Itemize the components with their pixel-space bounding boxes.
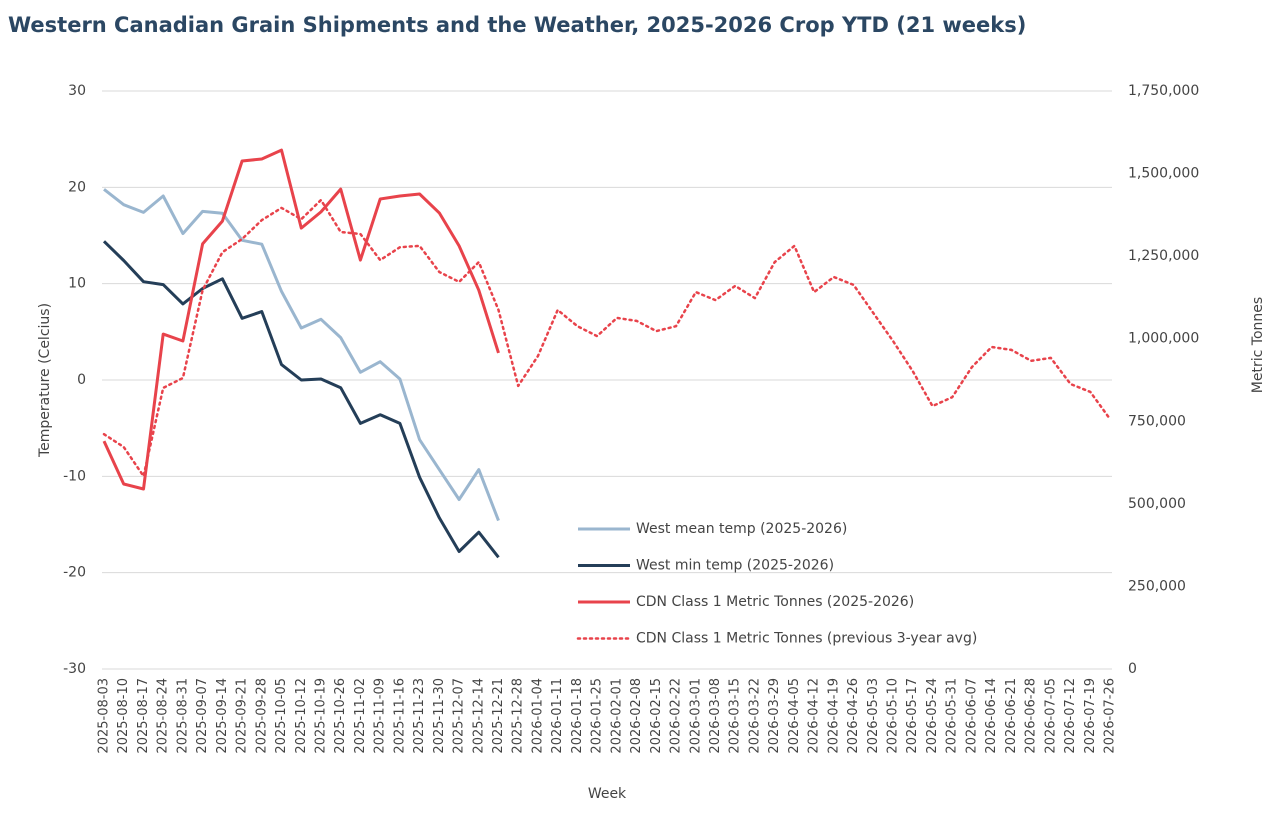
x-tick-label: 2026-07-12 <box>1063 678 1078 754</box>
x-tick-label: 2026-07-26 <box>1103 678 1118 754</box>
series-line <box>102 148 500 491</box>
x-tick-label: 2025-09-28 <box>254 678 269 754</box>
x-tick-label: 2026-05-31 <box>945 678 960 754</box>
x-tick-label: 2025-10-05 <box>274 678 289 754</box>
x-tick-label: 2026-06-07 <box>964 678 979 754</box>
x-tick-label: 2025-12-28 <box>511 678 526 754</box>
y2-tick-label: 1,250,000 <box>1128 248 1199 264</box>
x-tick-label: 2025-09-07 <box>195 678 210 754</box>
x-tick-label: 2025-12-21 <box>491 678 506 754</box>
y2-tick-label: 500,000 <box>1128 496 1186 512</box>
series-line <box>102 240 500 559</box>
legend-label: CDN Class 1 Metric Tonnes (previous 3-ye… <box>636 631 977 647</box>
x-tick-label: 2026-03-29 <box>767 678 782 754</box>
x-tick-label: 2026-02-15 <box>649 678 664 754</box>
y2-tick-label: 1,500,000 <box>1128 166 1199 182</box>
y-tick-label: -30 <box>63 661 86 677</box>
x-tick-label: 2025-11-16 <box>392 678 407 754</box>
y2-tick-label: 0 <box>1128 661 1137 677</box>
y-axis-label: Temperature (Celcius) <box>37 303 53 458</box>
legend-label: West min temp (2025-2026) <box>636 558 834 574</box>
x-tick-label: 2026-03-15 <box>728 678 743 754</box>
y-tick-label: -10 <box>63 468 86 484</box>
x-tick-label: 2026-07-05 <box>1043 678 1058 754</box>
x-tick-label: 2026-02-22 <box>669 678 684 754</box>
x-tick-label: 2026-02-01 <box>609 678 624 754</box>
x-tick-label: 2026-01-25 <box>590 678 605 754</box>
x-tick-label: 2026-03-22 <box>747 678 762 754</box>
x-tick-label: 2026-05-24 <box>925 678 940 754</box>
x-tick-label: 2025-11-02 <box>353 678 368 754</box>
y2-tick-label: 750,000 <box>1128 413 1186 429</box>
series-line <box>102 198 1112 478</box>
series-line <box>103 188 500 522</box>
x-tick-label: 2025-08-10 <box>116 678 131 754</box>
x-tick-label: 2025-08-17 <box>136 678 151 754</box>
x-tick-label: 2026-04-05 <box>787 678 802 754</box>
x-tick-label: 2025-11-30 <box>432 678 447 754</box>
x-tick-label: 2026-07-19 <box>1083 678 1098 754</box>
x-tick-label: 2026-01-18 <box>570 678 585 754</box>
x-tick-label: 2026-01-11 <box>550 678 565 754</box>
y2-tick-label: 250,000 <box>1128 578 1186 594</box>
x-tick-label: 2026-06-28 <box>1024 678 1039 754</box>
x-tick-label: 2026-06-14 <box>984 678 999 754</box>
x-tick-label: 2026-06-21 <box>1004 678 1019 754</box>
x-tick-label: 2026-03-01 <box>688 678 703 754</box>
x-tick-label: 2026-04-19 <box>826 678 841 754</box>
x-tick-label: 2025-12-14 <box>471 678 486 754</box>
x-tick-label: 2025-11-09 <box>373 678 388 754</box>
y2-tick-label: 1,750,000 <box>1128 83 1199 99</box>
y-tick-label: 20 <box>68 179 86 195</box>
y2-tick-label: 1,000,000 <box>1128 331 1199 347</box>
x-tick-label: 2026-02-08 <box>629 678 644 754</box>
x-tick-label: 2026-04-12 <box>807 678 822 754</box>
y-tick-label: -20 <box>63 565 86 581</box>
x-tick-label: 2025-12-07 <box>452 678 467 754</box>
x-tick-label: 2025-10-26 <box>333 678 348 754</box>
x-tick-label: 2025-10-19 <box>313 678 328 754</box>
y-tick-label: 10 <box>68 276 86 292</box>
x-tick-label: 2026-04-26 <box>846 678 861 754</box>
x-tick-label: 2025-08-31 <box>175 678 190 754</box>
x-tick-label: 2025-08-03 <box>97 678 112 754</box>
legend-label: West mean temp (2025-2026) <box>636 521 847 537</box>
x-tick-label: 2025-09-21 <box>235 678 250 754</box>
x-tick-label: 2025-11-23 <box>412 678 427 754</box>
x-tick-label: 2026-03-08 <box>708 678 723 754</box>
y-tick-label: 0 <box>77 372 86 388</box>
x-axis-label: Week <box>588 786 627 802</box>
x-tick-label: 2026-01-04 <box>530 678 545 754</box>
chart-title: Western Canadian Grain Shipments and the… <box>8 13 1026 37</box>
x-tick-label: 2026-05-10 <box>886 678 901 754</box>
legend-label: CDN Class 1 Metric Tonnes (2025-2026) <box>636 594 914 610</box>
y2-axis-label: Metric Tonnes <box>1250 297 1266 393</box>
x-tick-label: 2025-09-14 <box>215 678 230 754</box>
x-tick-label: 2026-05-17 <box>905 678 920 754</box>
x-tick-label: 2025-08-24 <box>156 678 171 754</box>
x-tick-label: 2025-10-12 <box>294 678 309 754</box>
y-tick-label: 30 <box>68 83 86 99</box>
x-tick-label: 2026-05-03 <box>866 678 881 754</box>
